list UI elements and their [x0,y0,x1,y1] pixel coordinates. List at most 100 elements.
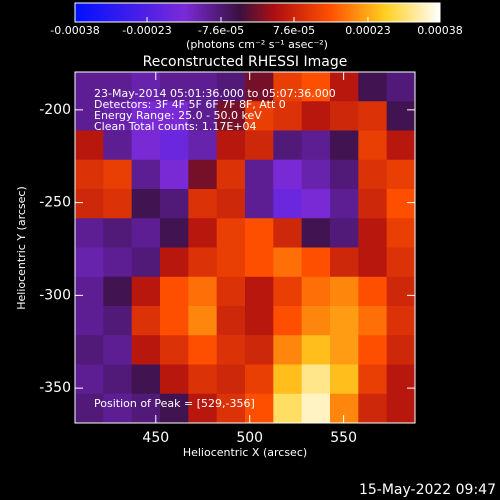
image-pixel [160,189,189,219]
image-pixel [245,306,274,336]
image-pixel [216,189,246,219]
image-pixel [273,218,303,248]
image-pixel [131,364,161,395]
image-pixel [216,393,246,424]
image-pixel [103,218,133,248]
image-pixel [386,159,416,190]
image-pixel [358,72,388,102]
image-pixel [131,218,161,248]
image-pixel [301,335,331,365]
image-pixel [188,101,218,131]
image-pixel [160,393,189,424]
image-pixel [273,72,303,102]
image-pixel [131,101,161,131]
image-pixel [386,276,416,307]
image-pixel [245,130,274,161]
image-pixel [103,130,133,161]
image-pixel [330,306,359,336]
image-pixel [188,189,218,219]
image-pixel [273,393,303,424]
image-pixel [160,247,189,278]
image-pixel [358,218,388,248]
image-pixel [216,159,246,190]
image-pixel [188,276,218,307]
image-pixel [330,276,359,307]
image-pixel [330,189,359,219]
image-pixel [301,189,331,219]
colorbar-tick-label: 0.00023 [345,24,391,37]
image-pixel [75,335,104,365]
image-pixel [245,159,274,190]
image-pixel [131,306,161,336]
image-pixel [160,335,189,365]
annotation: Detectors: 3F 4F 5F 6F 7F 8F, Att 0 [94,98,286,111]
image-pixel [75,189,104,219]
image-pixel [216,306,246,336]
annotation: Clean Total counts: 1.17E+04 [94,120,257,133]
colorbar-tick-label: 0.00038 [417,24,463,37]
image-pixel [75,276,104,307]
image-pixel [188,218,218,248]
image-pixel [188,393,218,424]
image-pixel [386,364,416,395]
image-pixel [273,364,303,395]
colorbar-label: (photons cm⁻² s⁻¹ asec⁻²) [186,38,328,51]
image-pixel [131,247,161,278]
image-pixel [386,306,416,336]
x-tick-label: 450 [142,430,169,446]
x-tick-label: 500 [236,430,263,446]
image-pixel [273,189,303,219]
image-pixel [131,189,161,219]
image-pixel [216,218,246,248]
x-tick-label: 550 [330,430,357,446]
image-pixel [188,159,218,190]
image-pixel [103,306,133,336]
image-pixel [103,72,133,102]
image-pixel [273,247,303,278]
colorbar-tick-label: 7.6e-05 [273,24,315,37]
image-pixel [301,159,331,190]
y-tick-label: -200 [39,102,71,118]
image-pixel [216,247,246,278]
colorbar [74,2,441,23]
image-pixel [330,335,359,365]
image-pixel [245,335,274,365]
image-pixel [131,130,161,161]
image-pixel [301,364,331,395]
image-pixel [75,218,104,248]
image-pixel [330,247,359,278]
x-axis-label: Heliocentric X (arcsec) [183,446,307,459]
image-pixel [330,218,359,248]
image-pixel [301,218,331,248]
image-pixel [358,276,388,307]
image-pixel [75,364,104,395]
image-pixel [160,159,189,190]
colorbar-tick-label: -7.6e-05 [198,24,244,37]
image-pixel [160,306,189,336]
image-pixel [358,393,388,424]
image-pixel [160,218,189,248]
peak-label: Position of Peak = [529,-356] [94,397,255,410]
image-pixel [103,335,133,365]
colorbar-tick-label: -0.00038 [50,24,99,37]
y-tick-label: -350 [39,380,71,396]
image-pixel [330,101,359,131]
image-pixel [131,159,161,190]
plot-frame [74,71,416,424]
image-pixel [301,306,331,336]
image-pixel [330,159,359,190]
y-axis-label: Heliocentric Y (arcsec) [15,186,28,310]
image-pixel [75,393,104,424]
image-pixel [188,130,218,161]
image-pixel [273,101,303,131]
image-pixel [216,335,246,365]
image-pixel [358,247,388,278]
image-pixel [188,306,218,336]
image-pixel [160,72,189,102]
image-pixel [131,276,161,307]
image-pixel [386,72,416,102]
image-pixel [75,72,104,102]
image-pixel [386,130,416,161]
image-pixel [330,393,359,424]
